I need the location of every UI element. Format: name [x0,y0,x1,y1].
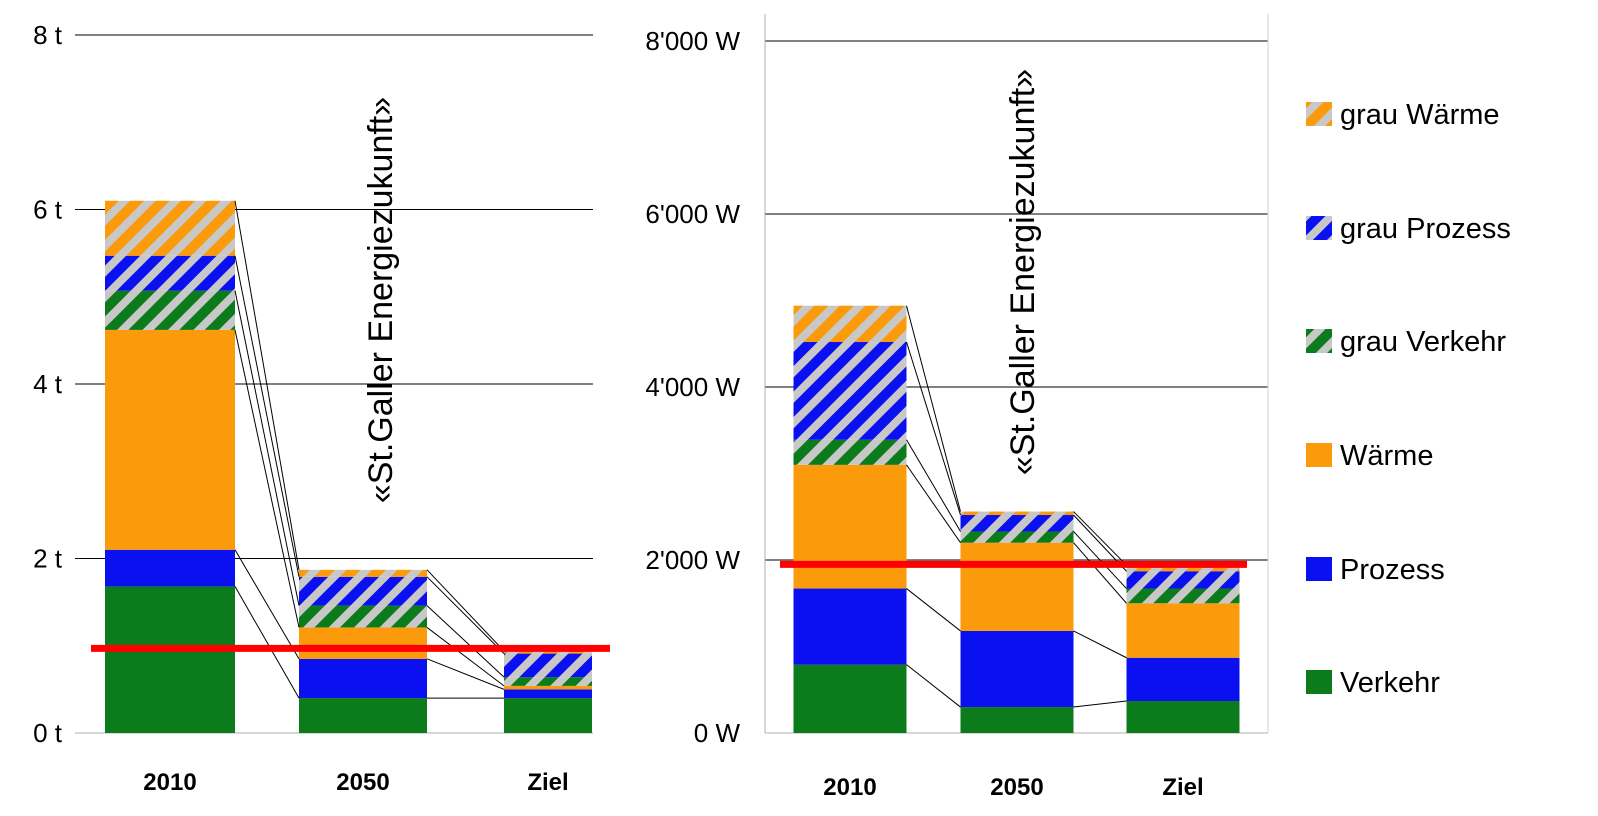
connector-line [1073,630,1127,659]
connector-line [1073,531,1127,589]
connector-line [1073,700,1127,708]
bar-segment-grau-waerme-2050 [299,569,427,577]
connector-line [426,569,505,652]
legend-label: grau Verkehr [1340,326,1506,358]
y-tick-label: 6 t [33,195,63,225]
legend-label: grau Prozess [1340,213,1511,245]
bar-segment-grau-verkehr-ziel [1126,588,1240,604]
bar-segment-grau-waerme-2010 [793,305,907,343]
bar-segment-grau-verkehr-2050 [960,531,1074,543]
connector-line [234,329,300,628]
bar-segment-verkehr-ziel [504,698,592,733]
bar-segment-prozess-2010 [793,588,907,665]
connector-line [234,586,300,699]
bar-segment-waerme-2050 [960,542,1074,631]
legend-swatch-grau-waerme [1306,102,1332,126]
legend-swatch-grau-prozess [1306,216,1332,240]
bar-segment-grau-verkehr-2010 [793,439,907,465]
bar-segment-waerme-2010 [793,464,907,589]
bar-segment-waerme-2010 [105,329,235,550]
chart-tonnes: 0 t 2 t 4 t 6 t 8 t 2010 2050 Ziel «St.Galler En… [33,20,610,796]
bar-segment-grau-waerme-2050 [960,511,1074,516]
bar-segment-grau-prozess-ziel [1126,571,1240,589]
bar-segment-grau-waerme-ziel [504,650,592,654]
bar-segment-waerme-ziel [1126,603,1240,658]
legend-label: Prozess [1340,554,1445,586]
bar-segment-grau-verkehr-2050 [299,605,427,628]
bar-segment-grau-prozess-2010 [105,255,235,291]
bar-segment-grau-prozess-2050 [299,576,427,606]
legend: grau Wärme grau Prozess grau Verkehr Wärme P… [1306,99,1511,699]
connector-line [426,658,505,690]
y-tick-label: 0 t [33,718,63,748]
connector-line [234,290,300,606]
bar-segment-verkehr-2050 [960,707,1074,733]
y-tick-label: 8 t [33,20,63,50]
bar-segment-grau-prozess-2010 [793,342,907,440]
x-category-label: 2010 [143,769,196,796]
bar-segment-waerme-ziel [504,685,592,690]
bar-segment-prozess-2050 [960,630,1074,708]
bar-segment-grau-waerme-2010 [105,200,235,256]
connector-line [906,664,961,708]
bar-segment-grau-prozess-ziel [504,653,592,678]
x-category-label: 2050 [990,774,1043,801]
connector-line [906,439,961,532]
bar-segment-grau-verkehr-2010 [105,290,235,330]
bar-segment-verkehr-ziel [1126,700,1240,733]
y-tick-label: 2'000 W [645,545,740,575]
y-tick-label: 2 t [33,544,63,574]
bar-segment-verkehr-2010 [793,664,907,733]
bar-segment-verkehr-2050 [299,698,427,733]
connector-line [426,627,505,687]
connector-line [234,549,300,660]
connector-line [234,200,300,570]
legend-label: grau Wärme [1340,99,1500,131]
connector-line [1073,542,1127,604]
x-category-label: Ziel [527,769,568,796]
bar-segment-grau-prozess-2050 [960,515,1074,532]
bar-segment-prozess-ziel [504,689,592,699]
legend-swatch-verkehr [1306,670,1332,694]
legend-swatch-waerme [1306,443,1332,467]
connector-line [234,255,300,577]
legend-swatch-grau-verkehr [1306,329,1332,353]
x-category-label: 2010 [823,774,876,801]
connector-line [426,605,505,678]
bar-segment-prozess-2050 [299,658,427,699]
connector-line [906,464,961,543]
bar-segment-grau-verkehr-ziel [504,677,592,686]
chart-watts: 0 W 2'000 W 4'000 W 6'000 W 8'000 W 2010 2050 Z… [645,14,1269,801]
legend-label: Verkehr [1340,667,1440,699]
annotation-label: «St.Galler Energiezukunft» [1004,69,1042,475]
y-tick-label: 4'000 W [645,372,740,402]
bar-segment-prozess-2010 [105,549,235,587]
y-tick-label: 8'000 W [645,26,740,56]
x-category-label: 2050 [336,769,389,796]
y-tick-label: 0 W [694,718,741,748]
bar-segment-prozess-ziel [1126,657,1240,701]
connector-line [1073,511,1127,566]
bar-segment-waerme-2050 [299,627,427,659]
x-category-label: Ziel [1162,774,1203,801]
legend-label: Wärme [1340,440,1433,472]
bar-segment-verkehr-2010 [105,586,235,733]
y-tick-label: 4 t [33,369,63,399]
y-tick-label: 6'000 W [645,199,740,229]
annotation-label: «St.Galler Energiezukunft» [362,97,400,503]
connector-line [906,305,961,512]
bar-segment-grau-waerme-ziel [1126,565,1240,572]
legend-swatch-prozess [1306,557,1332,581]
connector-line [906,588,961,632]
connector-line [426,576,505,654]
connector-line [906,341,961,516]
